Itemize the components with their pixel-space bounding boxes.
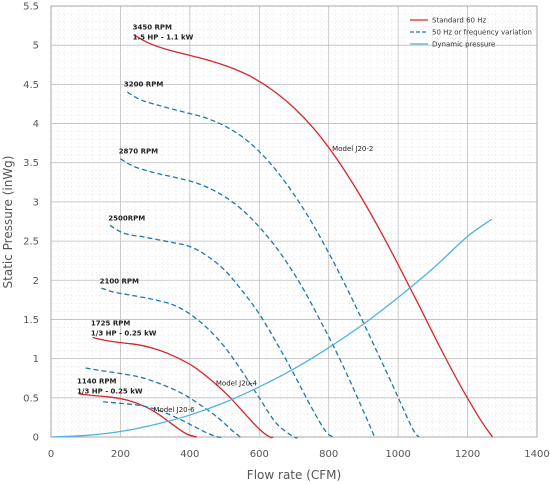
rpm-label: 1140 RPM	[77, 378, 116, 386]
series-line-2870-rpm	[120, 158, 376, 438]
x-tick-label: 0	[48, 449, 54, 460]
rpm-label: 3200 RPM	[124, 81, 163, 89]
legend-label: Dynamic pressure	[432, 41, 495, 49]
y-axis-title: Static Pressure (inWg)	[1, 156, 15, 289]
model-annotation: Model J20-6	[153, 406, 195, 414]
series-line-2500rpm	[109, 224, 334, 438]
series-line-8	[103, 401, 222, 438]
y-tick-label: 0	[33, 433, 39, 444]
y-tick-label: 3	[33, 197, 39, 208]
series-line-1725-rpm	[92, 336, 274, 439]
power-label: 1/3 HP - 0.25 kW	[91, 330, 157, 338]
rpm-label: 1725 RPM	[91, 320, 130, 328]
model-annotation: Model J20-2	[332, 145, 373, 153]
x-tick-label: 800	[319, 449, 338, 460]
legend: Standard 60 Hz 50 Hz or frequency variati…	[410, 17, 532, 49]
y-tick-label: 1	[33, 354, 39, 365]
y-tick-label: 3.5	[23, 158, 39, 169]
rpm-label: 2500RPM	[108, 215, 145, 223]
y-tick-label: 5.5	[23, 2, 39, 13]
legend-label: Standard 60 Hz	[432, 17, 486, 25]
x-tick-label: 600	[250, 449, 269, 460]
x-tick-label: 1400	[524, 449, 549, 460]
y-tick-label: 2	[33, 276, 39, 287]
rpm-label: 2870 RPM	[119, 147, 158, 155]
series-line-2100-rpm	[101, 287, 298, 439]
y-tick-label: 2.5	[23, 237, 39, 248]
power-label: 1/3 HP - 0.25 kW	[77, 388, 143, 396]
y-tick-label: 1.5	[23, 315, 39, 326]
x-tick-label: 1200	[455, 449, 480, 460]
x-tick-label: 400	[180, 449, 199, 460]
plot-frame	[50, 5, 538, 438]
x-tick-label: 200	[111, 449, 130, 460]
series-line-3200-rpm	[127, 91, 420, 438]
y-tick-label: 5	[33, 41, 39, 52]
rpm-label: 3450 RPM	[133, 24, 172, 32]
axes: 0 200 400 600 800 1000 1200 1400 0 0.5 1 1.5 2 2.5 3 3.…	[23, 2, 550, 461]
series-line-7	[85, 367, 241, 438]
y-tick-label: 0.5	[23, 393, 39, 404]
model-annotation: Model J20-4	[216, 379, 258, 387]
rpm-label: 2100 RPM	[100, 277, 139, 285]
y-tick-label: 4.5	[23, 80, 39, 91]
x-tick-label: 1000	[385, 449, 410, 460]
x-axis-title: Flow rate (CFM)	[247, 468, 341, 482]
series-line-9	[50, 218, 493, 438]
series-group	[50, 34, 494, 439]
power-label: 1.5 HP - 1.1 kW	[133, 34, 194, 42]
legend-label: 50 Hz or frequency variation	[432, 29, 532, 37]
y-tick-label: 4	[33, 119, 39, 130]
labels-group: 3450 RPM 1.5 HP - 1.1 kW 3200 RPM 2870 RPM 2…	[77, 24, 373, 414]
series-line-3450-rpm	[133, 34, 494, 438]
